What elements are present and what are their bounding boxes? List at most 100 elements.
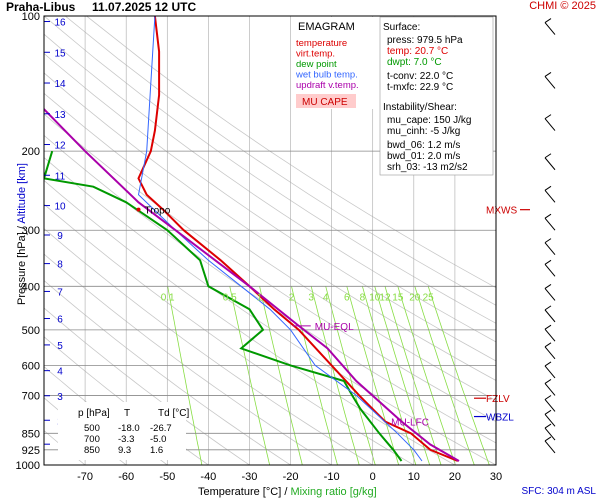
y-tick-label: 850	[22, 428, 40, 440]
wind-barb-flag	[544, 72, 552, 77]
altitude-tick-label: 13	[54, 110, 66, 121]
wind-barb-staff	[544, 22, 556, 35]
wind-barb-flag	[544, 213, 552, 219]
dry-adiabat-line	[64, 16, 496, 306]
wind-barb-staff	[544, 328, 556, 342]
x-axis-temp-label: Temperature [°C]	[198, 486, 282, 498]
x-tick-label: -30	[242, 471, 258, 483]
chart-title: Praha-Libus 11.07.2025 12 UTC	[6, 0, 196, 14]
altitude-tick-label: 9	[57, 231, 63, 242]
mixing-ratio-label: 1	[257, 292, 263, 303]
info-box	[379, 16, 494, 176]
altitude-tick-label: 11	[55, 171, 66, 182]
instability-title: Instability/Shear:	[383, 102, 457, 113]
tropopause-marker	[136, 207, 141, 212]
mxws-label: MXWS	[486, 206, 517, 217]
altitude-tick-label: 12	[54, 141, 66, 152]
wind-barb-staff	[544, 217, 556, 231]
altitude-tick-label: 8	[57, 260, 63, 271]
mixing-ratio-line	[384, 286, 442, 465]
y-tick-label: 1000	[16, 460, 40, 472]
altitude-tick-label: 4	[57, 367, 63, 378]
levels-table-header: Td [°C]	[158, 408, 189, 419]
instability-line: mu_cinh: -5 J/kg	[387, 126, 460, 137]
chart-annotations: 0.1 0.5 1 2 3 4 6 8 10 12 15 20 25EMAGRAMtemperature…	[58, 16, 530, 460]
wind-barb-flag	[544, 259, 552, 265]
mu-lfc-label: MU-LFC	[391, 417, 429, 428]
y-tick-label: 925	[22, 445, 40, 457]
altitude-tick-label: 14	[54, 79, 66, 90]
levels-table-header: T	[124, 408, 130, 419]
mixing-ratio-label: 10	[369, 292, 381, 303]
surface-tconv: t-conv: 22.0 °C	[387, 71, 453, 82]
wind-barb-staff	[544, 157, 556, 171]
altitude-tick-label: 6	[57, 315, 63, 326]
datetime: 11.07.2025 12 UTC	[92, 0, 197, 14]
wind-barb-flag	[544, 423, 552, 429]
surface-press: press: 979.5 hPa	[387, 35, 463, 46]
mixing-ratio-label: 3	[308, 292, 314, 303]
cape-badge	[296, 94, 356, 108]
wind-barb-staff	[544, 365, 556, 379]
dry-adiabat-line	[44, 113, 496, 422]
wind-barb-flag	[544, 395, 552, 400]
wind-barb-staff	[544, 413, 556, 427]
legend-item: updraft v.temp.	[296, 80, 359, 91]
wind-barb-flag	[544, 114, 552, 120]
altitude-tick-label: 10	[54, 202, 66, 213]
surface-dwpt: dwpt: 7.0 °C	[387, 57, 442, 68]
instability-line: bwd_06: 1.2 m/s	[387, 140, 460, 151]
mixing-ratio-label: 6	[344, 292, 350, 303]
levels-table-bg	[58, 402, 186, 460]
levels-table-cell: 850	[84, 445, 100, 456]
station-name: Praha-Libus	[6, 0, 76, 14]
wind-barb-staff	[544, 242, 556, 255]
altitude-tick-label: 3	[57, 392, 63, 403]
mixing-ratio-line	[362, 286, 417, 465]
legend-title: EMAGRAM	[298, 21, 355, 33]
levels-table-header: p [hPa]	[78, 408, 110, 419]
levels-table-cell: -5.0	[150, 434, 166, 445]
series-line-wet-bulb-temp-	[137, 16, 423, 462]
axis-ticks: -70 -60 -50 -40 -30 -20 -10 0 10 20 30 100 200 300 400…	[16, 11, 503, 483]
mu-eql-label: MU-EQL	[315, 322, 354, 333]
x-tick-label: -70	[77, 471, 93, 483]
cape-label: MU CAPE	[302, 97, 348, 108]
levels-table-cell: 700	[84, 434, 100, 445]
wind-barb-flag	[544, 342, 552, 348]
legend-background	[292, 17, 378, 109]
y-tick-label: 700	[22, 390, 40, 402]
dry-adiabat-line	[44, 430, 86, 465]
levels-table-cell: 1.6	[150, 445, 163, 456]
mixing-ratio-label: 0.5	[223, 292, 237, 303]
mixing-ratio-line	[397, 286, 456, 465]
mixing-ratio-label: 15	[392, 292, 404, 303]
wind-barb-staff	[544, 190, 556, 203]
x-tick-label: 0	[370, 471, 376, 483]
wind-barb-flag	[544, 379, 552, 384]
y-tick-label: 300	[22, 225, 40, 237]
plot-frame	[43, 15, 497, 466]
x-tick-label: -40	[200, 471, 216, 483]
mixing-ratio-label: 12	[379, 292, 391, 303]
levels-table-cell: -18.0	[118, 423, 140, 434]
wind-barbs	[544, 18, 556, 454]
surface-temp: temp: 20.7 °C	[387, 46, 448, 57]
x-tick-label: -50	[159, 471, 175, 483]
x-axis-sep: /	[281, 486, 291, 498]
altitude-tick-label: 16	[54, 18, 66, 29]
wind-barb-staff	[544, 76, 556, 89]
x-axis-label: Temperature [°C] / Mixing ratio [g/kg]	[198, 486, 377, 498]
y-tick-label: 500	[22, 325, 40, 337]
mixing-ratio-label: 8	[360, 292, 366, 303]
fzlv-label: FZLV	[486, 394, 510, 405]
x-tick-label: -60	[118, 471, 134, 483]
wind-barb-flag	[544, 305, 552, 311]
dry-adiabat-line	[44, 72, 496, 381]
mixing-ratio-line	[291, 286, 338, 465]
y-tick-label: 400	[22, 281, 40, 293]
x-tick-label: -20	[283, 471, 299, 483]
wind-barb-flag	[544, 153, 552, 159]
wind-barb-flag	[544, 185, 552, 191]
